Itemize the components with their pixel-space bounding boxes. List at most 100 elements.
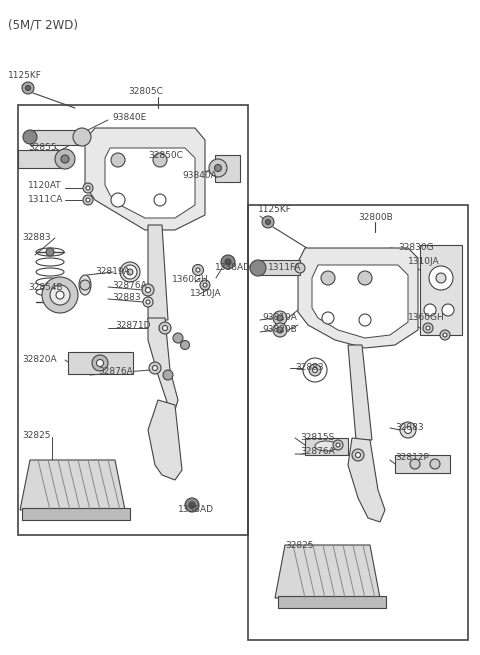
Circle shape [159,322,171,334]
Circle shape [200,280,210,290]
Bar [278,596,386,608]
Circle shape [146,300,150,304]
Text: 32820A: 32820A [22,356,57,364]
Text: 1310JA: 1310JA [190,290,222,299]
Circle shape [86,186,90,190]
Text: 1125KF: 1125KF [258,206,292,214]
Circle shape [273,311,287,325]
Circle shape [209,159,227,177]
Circle shape [86,198,90,202]
Bar [420,245,462,335]
Circle shape [80,280,90,290]
Text: 1125KF: 1125KF [8,71,42,79]
Circle shape [46,248,54,256]
Ellipse shape [79,275,91,295]
Text: 32883: 32883 [112,293,141,303]
Ellipse shape [120,262,140,282]
Text: 1311CA: 1311CA [28,195,63,204]
Polygon shape [85,128,205,230]
Circle shape [295,263,305,273]
Circle shape [180,341,190,350]
Circle shape [424,304,436,316]
Circle shape [359,314,371,326]
Circle shape [83,183,93,193]
Circle shape [154,194,166,206]
Circle shape [225,259,231,265]
Text: 1310JA: 1310JA [408,257,440,267]
Polygon shape [275,545,380,598]
Circle shape [423,323,433,333]
Circle shape [405,426,411,434]
Circle shape [111,153,125,167]
Circle shape [149,362,161,374]
Circle shape [23,130,37,144]
Circle shape [333,440,343,450]
Text: 32876A: 32876A [112,282,147,291]
Text: 32850C: 32850C [148,151,183,160]
Text: 32883: 32883 [295,364,324,373]
Text: 32854B: 32854B [28,284,62,293]
Text: 93840A: 93840A [182,170,217,179]
Circle shape [92,355,108,371]
Circle shape [185,498,199,512]
Circle shape [111,193,125,207]
Circle shape [358,271,372,285]
Circle shape [22,82,34,94]
Text: 1360GH: 1360GH [408,314,445,322]
Circle shape [55,149,75,169]
Circle shape [96,360,104,367]
Text: 32883: 32883 [395,424,424,432]
Circle shape [196,268,200,272]
Polygon shape [148,400,182,480]
Polygon shape [148,225,168,320]
Polygon shape [148,318,178,410]
Circle shape [429,266,453,290]
Text: 1120AT: 1120AT [28,181,61,189]
Circle shape [123,265,137,279]
Polygon shape [348,345,372,440]
Circle shape [440,330,450,340]
Text: 32815S: 32815S [300,434,335,443]
Circle shape [400,422,416,438]
Bar [22,508,130,520]
Polygon shape [105,148,195,218]
Circle shape [143,297,153,307]
Text: 32825: 32825 [22,430,50,440]
Circle shape [189,502,195,508]
Circle shape [145,288,151,293]
Bar [18,105,248,535]
Circle shape [56,291,64,299]
Circle shape [153,365,157,371]
Text: 32812P: 32812P [395,453,429,462]
Circle shape [192,265,204,276]
Bar [68,352,133,374]
Circle shape [50,285,70,305]
Text: 1311FA: 1311FA [268,263,301,272]
Bar [248,205,468,640]
Circle shape [83,195,93,205]
Circle shape [336,443,340,447]
Polygon shape [298,248,418,348]
Text: 32855: 32855 [28,143,57,153]
Text: 32800B: 32800B [358,214,393,223]
Circle shape [277,327,283,333]
Circle shape [312,367,317,373]
Text: 93820B: 93820B [262,326,297,335]
Polygon shape [312,265,408,338]
Circle shape [215,164,221,172]
Circle shape [127,269,133,275]
Circle shape [203,283,207,287]
Circle shape [277,315,283,321]
Circle shape [273,323,287,337]
Text: (5M/T 2WD): (5M/T 2WD) [8,18,78,31]
Circle shape [42,277,78,313]
Text: 32805C: 32805C [128,88,163,96]
Text: 32830G: 32830G [398,244,433,252]
Circle shape [443,333,447,337]
Text: 32876A: 32876A [98,367,133,377]
Text: 93810A: 93810A [262,314,297,322]
Circle shape [265,219,271,225]
Polygon shape [30,130,82,145]
Circle shape [250,260,266,276]
Circle shape [153,153,167,167]
